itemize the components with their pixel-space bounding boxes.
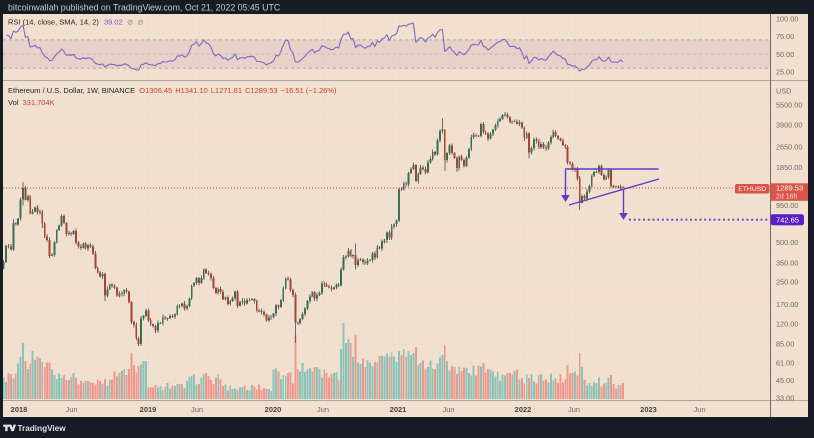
svg-text:2021: 2021	[390, 405, 407, 414]
svg-text:Jun: Jun	[317, 405, 329, 414]
svg-text:2d 16h: 2d 16h	[776, 194, 798, 201]
svg-text:USD: USD	[776, 87, 791, 96]
svg-text:Vol 331.704K: Vol 331.704K	[8, 98, 55, 107]
svg-text:350.00: 350.00	[776, 258, 798, 267]
svg-text:2020: 2020	[265, 405, 282, 414]
svg-text:2018: 2018	[11, 405, 28, 414]
svg-text:1850.00: 1850.00	[776, 163, 802, 172]
svg-text:Jun: Jun	[693, 405, 705, 414]
svg-text:950.00: 950.00	[776, 201, 798, 210]
svg-text:120.00: 120.00	[776, 320, 798, 329]
svg-text:2023: 2023	[640, 405, 657, 414]
svg-text:742.65: 742.65	[776, 216, 799, 225]
svg-text:50.00: 50.00	[776, 50, 794, 59]
svg-text:Jun: Jun	[191, 405, 203, 414]
svg-text:RSI (14, close, SMA, 14, 2) 39: RSI (14, close, SMA, 14, 2) 39.02 ⊘ ⊘	[8, 18, 143, 27]
svg-text:2022: 2022	[515, 405, 532, 414]
svg-text:75.00: 75.00	[776, 32, 794, 41]
svg-text:45.00: 45.00	[776, 376, 794, 385]
svg-text:Jun: Jun	[568, 405, 580, 414]
svg-text:3900.00: 3900.00	[776, 120, 802, 129]
svg-text:bitcoinwallah published on Tra: bitcoinwallah published on TradingView.c…	[8, 3, 281, 13]
svg-text:ETHUSD: ETHUSD	[738, 186, 766, 193]
svg-text:500.00: 500.00	[776, 238, 798, 247]
svg-text:Jun: Jun	[442, 405, 454, 414]
svg-text:170.00: 170.00	[776, 300, 798, 309]
svg-text:5500.00: 5500.00	[776, 101, 802, 110]
svg-text:250.00: 250.00	[776, 278, 798, 287]
svg-text:TradingView: TradingView	[18, 424, 67, 433]
svg-text:85.00: 85.00	[776, 340, 794, 349]
svg-text:33.00: 33.00	[776, 394, 794, 403]
svg-text:Jun: Jun	[65, 405, 77, 414]
svg-text:25.00: 25.00	[776, 68, 794, 77]
svg-text:61.00: 61.00	[776, 359, 794, 368]
svg-text:1289.53: 1289.53	[776, 184, 803, 193]
svg-text:100.00: 100.00	[776, 14, 798, 23]
svg-text:2019: 2019	[140, 405, 157, 414]
svg-text:2650.00: 2650.00	[776, 143, 802, 152]
